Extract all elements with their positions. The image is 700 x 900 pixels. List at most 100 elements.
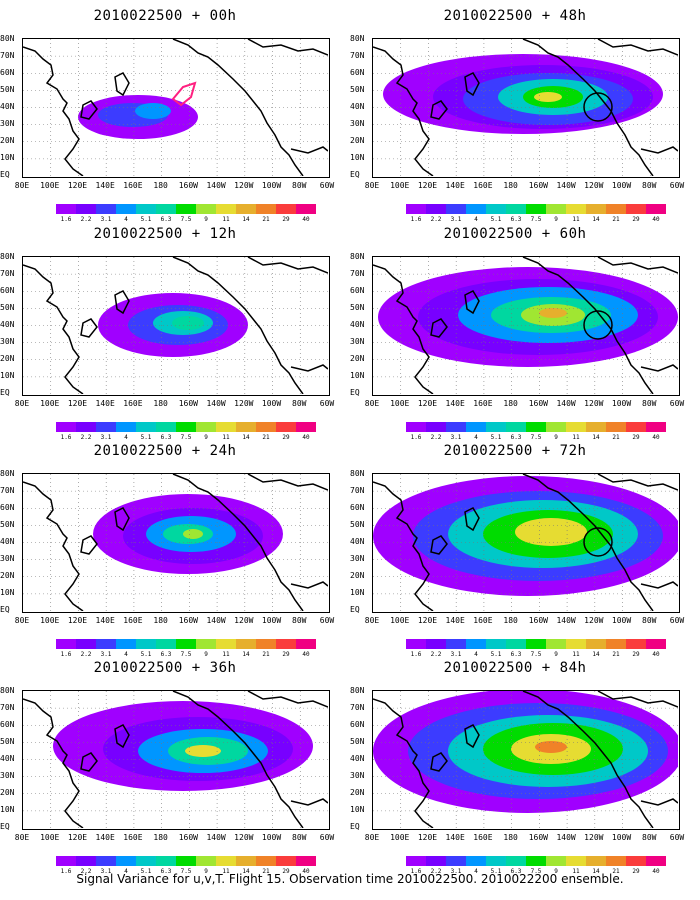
colorbar	[56, 422, 316, 432]
colorbar-swatch	[486, 639, 506, 649]
x-axis-label: 160W	[178, 616, 198, 625]
x-axis-label: 120E	[67, 181, 88, 190]
x-axis-label: 180	[503, 616, 518, 625]
coastline	[80, 100, 98, 120]
x-axis-label: 140E	[445, 616, 465, 625]
y-axis-label: 80N	[0, 469, 15, 478]
colorbar-swatch	[626, 856, 646, 866]
x-axis-label: 180	[153, 833, 168, 842]
x-axis-label: 100W	[611, 833, 632, 842]
x-axis-label: 60W	[319, 616, 335, 625]
coastline	[522, 691, 654, 828]
colorbar-label: 6.3	[510, 651, 522, 658]
x-axis-label: 100E	[390, 399, 410, 408]
y-axis-label: 60N	[0, 503, 15, 512]
colorbar-swatch	[296, 204, 316, 214]
y-axis-label: 10N	[0, 153, 15, 162]
x-axis-label: 60W	[669, 399, 685, 408]
x-axis-label: 100E	[390, 181, 410, 190]
colorbar-swatch	[196, 639, 216, 649]
colorbar-label: 14	[242, 868, 250, 875]
colorbar-label: 9	[554, 868, 558, 875]
colorbar-label: 29	[632, 651, 640, 658]
colorbar-label: 21	[612, 651, 620, 658]
colorbar-swatch	[296, 856, 316, 866]
colorbar-swatch	[506, 204, 526, 214]
coastline	[597, 257, 678, 274]
colorbar-swatch	[76, 422, 96, 432]
y-axis-label: 30N	[350, 554, 365, 563]
colorbar-swatch	[446, 856, 466, 866]
x-axis-label: 80E	[364, 181, 380, 190]
colorbar-swatch	[176, 204, 196, 214]
x-axis-label: 160E	[473, 833, 493, 842]
colorbar-swatch	[426, 204, 446, 214]
x-axis-label: 120E	[417, 833, 438, 842]
coastline	[114, 724, 130, 749]
colorbar-swatch	[526, 639, 546, 649]
colorbar-label: 21	[262, 434, 270, 441]
colorbar-label: 5.1	[490, 216, 502, 223]
variance-contour	[539, 308, 567, 318]
y-axis-label: 10N	[350, 153, 365, 162]
variance-contour	[534, 92, 562, 102]
x-axis-label: 140E	[445, 833, 465, 842]
x-axis-label: 160W	[178, 833, 198, 842]
colorbar-swatch	[486, 422, 506, 432]
x-axis-label: 140E	[95, 616, 115, 625]
colorbar-label: 7.5	[180, 651, 192, 658]
colorbar-swatch	[276, 856, 296, 866]
colorbar-label: 4	[474, 216, 478, 223]
y-axis-label: 80N	[0, 252, 15, 261]
colorbar-swatch	[446, 639, 466, 649]
panel-title: 2010022500 + 24h	[93, 443, 237, 459]
colorbar-label: 4	[474, 651, 478, 658]
x-axis-label: 60W	[669, 616, 685, 625]
colorbar	[56, 639, 316, 649]
y-axis-label: 70N	[0, 486, 15, 495]
y-axis-label: 10N	[350, 805, 365, 814]
flight-track-marker	[171, 81, 197, 107]
colorbar-label: 3.1	[100, 216, 112, 223]
y-axis-label: 40N	[350, 537, 365, 546]
y-axis-label: EQ	[0, 605, 10, 614]
colorbar-swatch	[236, 856, 256, 866]
x-axis-label: 120W	[234, 399, 254, 408]
colorbar-swatch	[466, 422, 486, 432]
y-axis-label: 60N	[350, 503, 365, 512]
colorbar-swatch	[546, 856, 566, 866]
colorbar-label: 2.2	[430, 216, 442, 223]
coastline	[522, 474, 654, 611]
colorbar-swatch	[626, 422, 646, 432]
coastline	[640, 798, 678, 806]
colorbar-swatch	[406, 422, 426, 432]
x-axis-label: 100W	[261, 833, 282, 842]
x-axis-label: 160E	[123, 616, 143, 625]
coastline	[247, 257, 328, 274]
colorbar-label: 11	[572, 216, 580, 223]
y-axis-label: 60N	[350, 286, 365, 295]
colorbar-label: 14	[592, 434, 600, 441]
x-axis-label: 120W	[584, 181, 604, 190]
colorbar-swatch	[236, 422, 256, 432]
x-axis-label: 80W	[642, 181, 657, 190]
x-axis-label: 80E	[14, 181, 30, 190]
x-axis-label: 140W	[206, 399, 226, 408]
colorbar-label: 5.1	[140, 216, 152, 223]
colorbar-swatch	[566, 422, 586, 432]
y-axis-label: 30N	[0, 771, 15, 780]
coastline	[114, 72, 130, 97]
panel-title: 2010022500 + 12h	[93, 226, 237, 242]
colorbar-swatch	[256, 639, 276, 649]
colorbar-swatch	[646, 422, 666, 432]
x-axis-label: 160W	[528, 833, 548, 842]
y-axis-label: 60N	[0, 286, 15, 295]
colorbar-swatch	[406, 204, 426, 214]
colorbar-swatch	[526, 204, 546, 214]
coastline	[247, 39, 328, 56]
y-axis-label: 30N	[0, 337, 15, 346]
y-axis-label: EQ	[0, 388, 10, 397]
x-axis-label: 120W	[234, 833, 254, 842]
colorbar-swatch	[156, 639, 176, 649]
y-axis-label: 30N	[0, 554, 15, 563]
